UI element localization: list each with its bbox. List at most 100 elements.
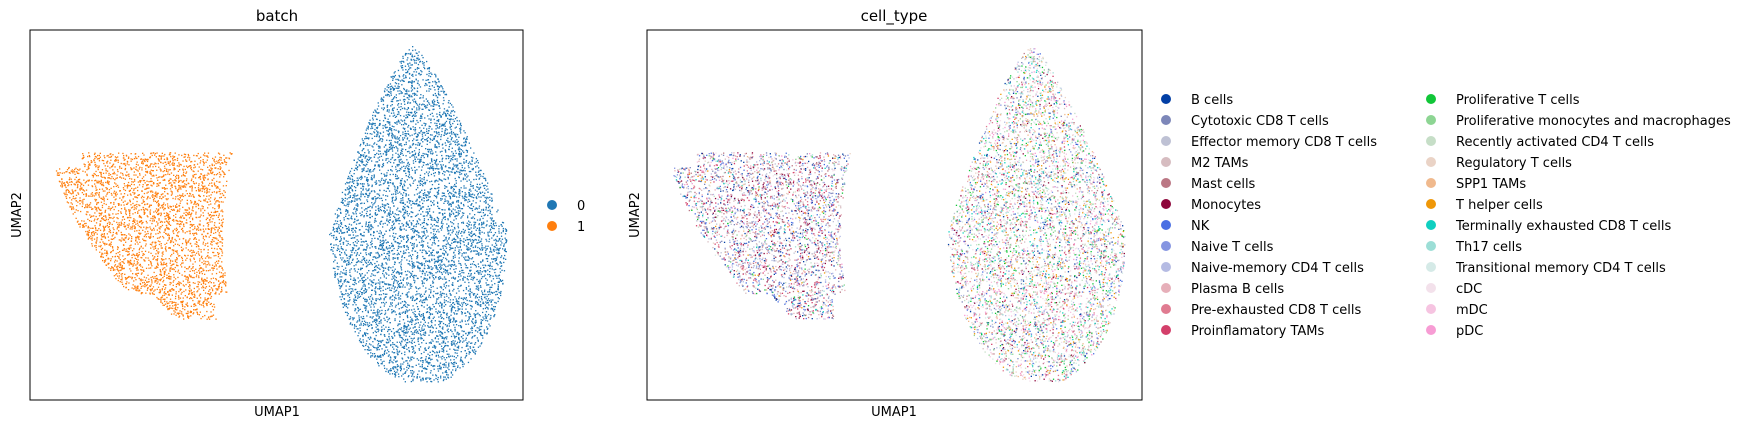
scatter-point — [186, 199, 188, 201]
scatter-point — [345, 249, 347, 251]
scatter-point — [210, 217, 212, 219]
scatter-point — [445, 336, 447, 338]
scatter-point — [449, 229, 452, 231]
scatter-point — [433, 102, 435, 104]
scatter-point — [428, 109, 430, 111]
scatter-point — [418, 234, 420, 237]
scatter-point — [438, 320, 440, 322]
scatter-point — [354, 227, 357, 229]
scatter-point — [456, 160, 458, 162]
scatter-point — [376, 143, 378, 146]
scatter-point — [367, 128, 369, 130]
scatter-point — [96, 202, 98, 204]
scatter-point — [391, 311, 393, 313]
scatter-point — [375, 256, 377, 258]
scatter-point — [411, 374, 414, 376]
scatter-point — [174, 259, 176, 261]
scatter-point — [206, 159, 208, 161]
scatter-point — [465, 352, 468, 355]
scatter-point — [154, 152, 157, 155]
scatter-point — [381, 363, 383, 365]
scatter-point — [437, 276, 440, 279]
scatter-point — [434, 347, 436, 349]
scatter-point — [375, 302, 377, 305]
scatter-point — [464, 170, 466, 172]
scatter-point — [218, 190, 220, 193]
scatter-point — [397, 303, 399, 306]
scatter-point — [205, 260, 207, 263]
scatter-point — [95, 166, 97, 168]
scatter-point — [177, 235, 179, 237]
scatter-point — [459, 124, 462, 126]
scatter-point — [391, 309, 393, 311]
scatter-point — [410, 64, 412, 66]
scatter-point — [461, 255, 463, 257]
scatter-point — [463, 138, 465, 140]
scatter-point — [424, 67, 426, 70]
scatter-point — [479, 325, 481, 328]
scatter-point — [88, 237, 90, 239]
scatter-point — [447, 265, 449, 267]
scatter-point — [397, 294, 399, 296]
scatter-point — [390, 284, 392, 286]
scatter-point — [112, 177, 114, 180]
scatter-point — [421, 251, 423, 254]
scatter-point — [492, 261, 494, 263]
scatter-point — [448, 280, 450, 282]
scatter-point — [470, 204, 472, 206]
scatter-point — [442, 113, 444, 116]
scatter-point — [184, 295, 186, 297]
scatter-point — [452, 201, 454, 203]
scatter-point — [396, 348, 398, 351]
scatter-point — [332, 250, 334, 252]
scatter-point — [449, 141, 451, 143]
scatter-point — [106, 252, 108, 255]
scatter-point — [476, 250, 478, 252]
scatter-point — [425, 251, 427, 253]
scatter-point — [372, 298, 374, 301]
scatter-point — [400, 198, 402, 200]
scatter-point — [379, 268, 381, 270]
scatter-point — [379, 243, 381, 246]
scatter-point — [183, 171, 185, 173]
scatter-point — [396, 136, 398, 138]
scatter-point — [223, 154, 225, 156]
scatter-point — [347, 243, 349, 245]
scatter-point — [422, 255, 424, 258]
scatter-point — [485, 198, 488, 200]
scatter-point — [383, 365, 385, 367]
scatter-point — [90, 206, 92, 208]
scatter-point — [486, 295, 488, 298]
scatter-point — [472, 261, 475, 263]
scatter-point — [442, 322, 445, 325]
scatter-point — [109, 230, 111, 232]
scatter-point — [87, 155, 89, 158]
scatter-point — [425, 236, 428, 238]
scatter-point — [441, 154, 443, 157]
scatter-point — [426, 304, 428, 306]
scatter-point — [355, 223, 358, 225]
scatter-point — [481, 247, 483, 249]
scatter-point — [113, 196, 115, 198]
scatter-point — [432, 277, 434, 279]
scatter-point — [456, 236, 459, 238]
scatter-point — [433, 118, 435, 121]
scatter-point — [201, 169, 204, 171]
scatter-point — [390, 302, 392, 304]
scatter-point — [106, 253, 109, 255]
scatter-point — [406, 89, 408, 91]
scatter-point — [484, 184, 486, 186]
scatter-point — [454, 228, 456, 230]
scatter-point — [362, 164, 365, 166]
scatter-point — [461, 359, 463, 362]
scatter-point — [385, 230, 387, 232]
scatter-point — [445, 364, 447, 366]
scatter-point — [448, 118, 450, 121]
scatter-point — [414, 274, 416, 277]
scatter-point — [411, 82, 413, 85]
scatter-point — [400, 183, 402, 185]
scatter-point — [488, 313, 490, 316]
scatter-point — [349, 178, 351, 180]
scatter-point — [449, 305, 451, 307]
scatter-point — [453, 194, 455, 196]
